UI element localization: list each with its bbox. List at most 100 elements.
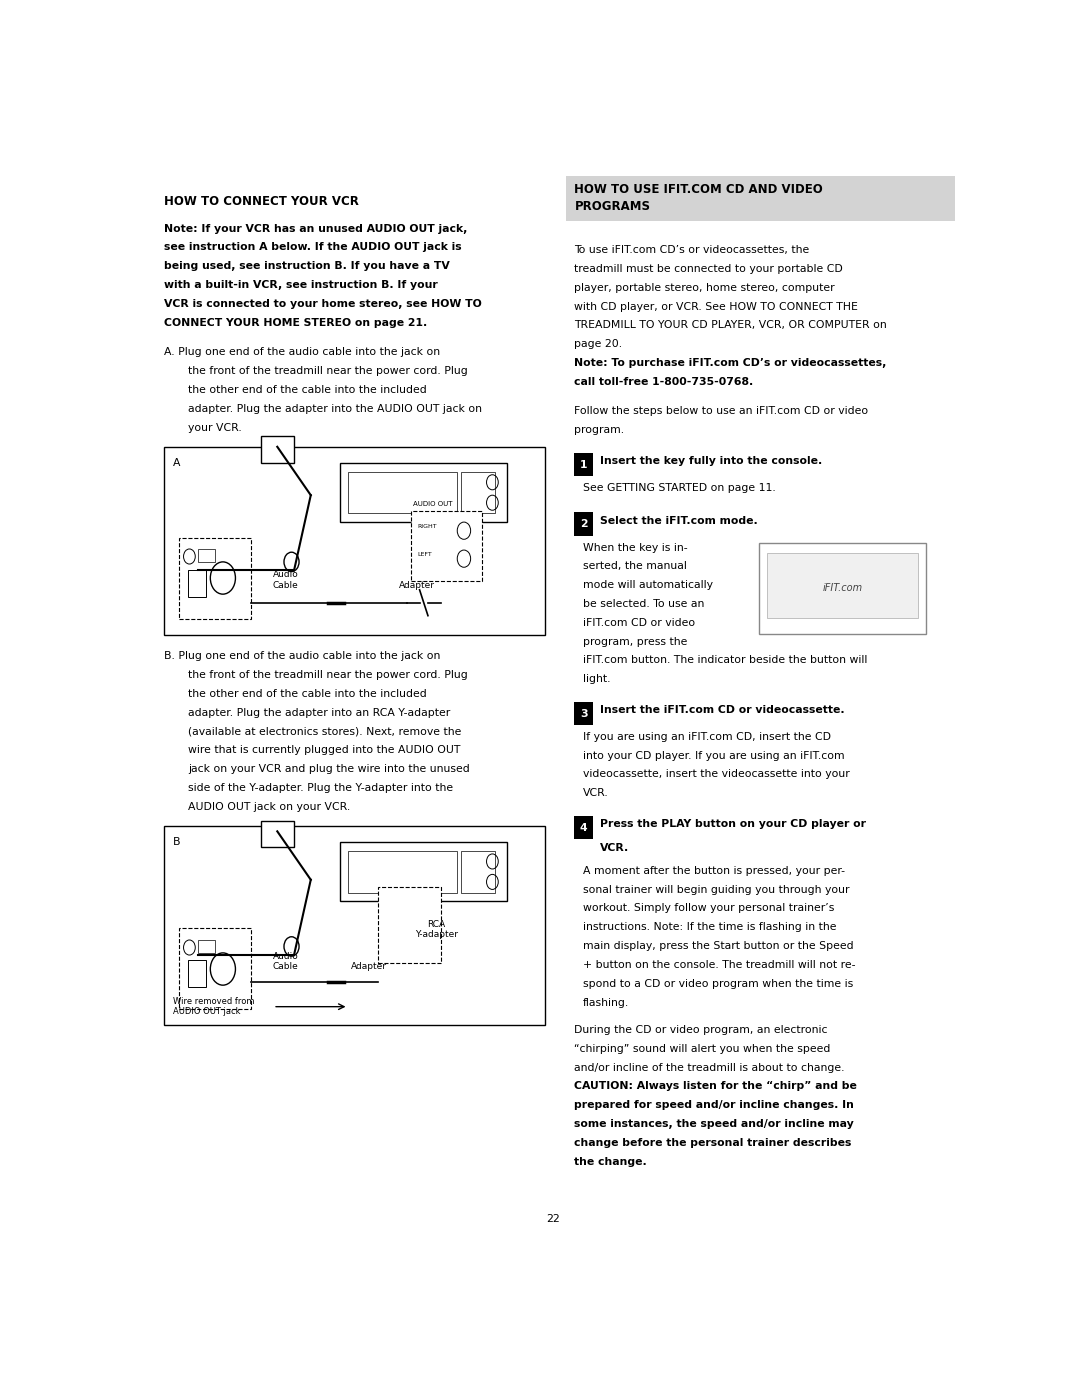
Text: player, portable stereo, home stereo, computer: player, portable stereo, home stereo, co…: [575, 282, 835, 293]
Bar: [575, 701, 593, 725]
Text: adapter. Plug the adapter into an RCA Y-adapter: adapter. Plug the adapter into an RCA Y-…: [188, 708, 450, 718]
Text: main display, press the Start button or the Speed: main display, press the Start button or …: [583, 942, 853, 951]
Text: adapter. Plug the adapter into the AUDIO OUT jack on: adapter. Plug the adapter into the AUDIO…: [188, 404, 482, 414]
Text: See GETTING STARTED on page 11.: See GETTING STARTED on page 11.: [583, 483, 775, 493]
Text: HOW TO USE IFIT.COM CD AND VIDEO
PROGRAMS: HOW TO USE IFIT.COM CD AND VIDEO PROGRAM…: [575, 183, 823, 212]
Text: the other end of the cable into the included: the other end of the cable into the incl…: [188, 386, 427, 395]
Text: 1: 1: [580, 460, 588, 469]
Bar: [575, 816, 593, 840]
Text: page 20.: page 20.: [575, 339, 622, 349]
Text: Press the PLAY button on your CD player or: Press the PLAY button on your CD player …: [599, 819, 865, 828]
Text: (available at electronics stores). Next, remove the: (available at electronics stores). Next,…: [188, 726, 461, 736]
Text: Insert the key fully into the console.: Insert the key fully into the console.: [599, 455, 822, 467]
Text: Audio
Cable: Audio Cable: [273, 570, 298, 590]
Text: A: A: [173, 458, 180, 468]
Text: If you are using an iFIT.com CD, insert the CD: If you are using an iFIT.com CD, insert …: [583, 732, 831, 742]
Text: B. Plug one end of the audio cable into the jack on: B. Plug one end of the audio cable into …: [164, 651, 441, 661]
Text: sonal trainer will begin guiding you through your: sonal trainer will begin guiding you thr…: [583, 884, 849, 894]
Text: mode will automatically: mode will automatically: [583, 580, 713, 590]
Text: videocassette, insert the videocassette into your: videocassette, insert the videocassette …: [583, 770, 850, 780]
Text: Insert the iFIT.com CD or videocassette.: Insert the iFIT.com CD or videocassette.: [599, 705, 845, 715]
Text: A moment after the button is pressed, your per-: A moment after the button is pressed, yo…: [583, 866, 845, 876]
Text: B: B: [173, 837, 180, 847]
Bar: [188, 570, 206, 598]
Text: workout. Simply follow your personal trainer’s: workout. Simply follow your personal tra…: [583, 904, 834, 914]
Bar: [758, 542, 926, 634]
FancyBboxPatch shape: [411, 511, 483, 581]
FancyBboxPatch shape: [378, 887, 441, 963]
Text: VCR.: VCR.: [599, 842, 629, 852]
Bar: [349, 851, 457, 893]
Text: TREADMILL TO YOUR CD PLAYER, VCR, OR COMPUTER on: TREADMILL TO YOUR CD PLAYER, VCR, OR COM…: [575, 320, 887, 330]
Text: iFIT.com: iFIT.com: [822, 583, 862, 594]
Text: 2: 2: [580, 520, 588, 529]
Bar: [566, 176, 956, 222]
Text: see instruction A below. If the AUDIO OUT jack is: see instruction A below. If the AUDIO OU…: [164, 243, 462, 253]
Text: LEFT: LEFT: [417, 552, 432, 557]
Bar: [198, 940, 215, 953]
Text: side of the Y-adapter. Plug the Y-adapter into the: side of the Y-adapter. Plug the Y-adapte…: [188, 782, 453, 793]
Text: prepared for speed and/or incline changes. In: prepared for speed and/or incline change…: [575, 1101, 854, 1111]
Text: VCR is connected to your home stereo, see HOW TO: VCR is connected to your home stereo, se…: [164, 299, 482, 309]
Text: AUDIO OUT: AUDIO OUT: [413, 502, 453, 507]
Text: A. Plug one end of the audio cable into the jack on: A. Plug one end of the audio cable into …: [164, 348, 441, 358]
Text: Adapter: Adapter: [399, 581, 434, 590]
Text: iFIT.com button. The indicator beside the button will: iFIT.com button. The indicator beside th…: [583, 655, 867, 665]
Text: Select the iFIT.com mode.: Select the iFIT.com mode.: [599, 515, 757, 525]
Text: VCR.: VCR.: [583, 788, 608, 798]
Text: “chirping” sound will alert you when the speed: “chirping” sound will alert you when the…: [575, 1044, 831, 1053]
Text: be selected. To use an: be selected. To use an: [583, 599, 704, 609]
Text: spond to a CD or video program when the time is: spond to a CD or video program when the …: [583, 979, 853, 989]
Text: treadmill must be connected to your portable CD: treadmill must be connected to your port…: [575, 264, 843, 274]
Text: with a built-in VCR, see instruction B. If your: with a built-in VCR, see instruction B. …: [164, 279, 438, 291]
Text: jack on your VCR and plug the wire into the unused: jack on your VCR and plug the wire into …: [188, 764, 470, 774]
Text: the front of the treadmill near the power cord. Plug: the front of the treadmill near the powe…: [188, 366, 468, 376]
Text: To use iFIT.com CD’s or videocassettes, the: To use iFIT.com CD’s or videocassettes, …: [575, 244, 810, 256]
Bar: [260, 436, 294, 462]
Text: Follow the steps below to use an iFIT.com CD or video: Follow the steps below to use an iFIT.co…: [575, 407, 868, 416]
Text: Note: To purchase iFIT.com CD’s or videocassettes,: Note: To purchase iFIT.com CD’s or video…: [575, 358, 887, 367]
FancyBboxPatch shape: [179, 928, 251, 1009]
Text: the other end of the cable into the included: the other end of the cable into the incl…: [188, 689, 427, 698]
Text: 3: 3: [580, 708, 588, 718]
Text: change before the personal trainer describes: change before the personal trainer descr…: [575, 1139, 852, 1148]
FancyBboxPatch shape: [179, 538, 251, 619]
Bar: [260, 820, 294, 848]
Text: When the key is in-: When the key is in-: [583, 542, 688, 553]
Text: light.: light.: [583, 675, 610, 685]
Bar: [164, 826, 545, 1025]
Text: instructions. Note: If the time is flashing in the: instructions. Note: If the time is flash…: [583, 922, 836, 932]
Text: CAUTION: Always listen for the “chirp” and be: CAUTION: Always listen for the “chirp” a…: [575, 1081, 858, 1091]
Text: Wire removed from
AUDIO OUT jack: Wire removed from AUDIO OUT jack: [173, 997, 254, 1017]
Bar: [188, 960, 206, 988]
Text: RCA
Y-adapter: RCA Y-adapter: [415, 919, 458, 939]
Text: and/or incline of the treadmill is about to change.: and/or incline of the treadmill is about…: [575, 1063, 845, 1073]
Text: serted, the manual: serted, the manual: [583, 562, 687, 571]
Text: HOW TO CONNECT YOUR VCR: HOW TO CONNECT YOUR VCR: [164, 194, 360, 208]
Text: CONNECT YOUR HOME STEREO on page 21.: CONNECT YOUR HOME STEREO on page 21.: [164, 317, 428, 328]
Text: call toll-free 1-800-735-0768.: call toll-free 1-800-735-0768.: [575, 377, 754, 387]
Text: some instances, the speed and/or incline may: some instances, the speed and/or incline…: [575, 1119, 854, 1129]
Text: Note: If your VCR has an unused AUDIO OUT jack,: Note: If your VCR has an unused AUDIO OU…: [164, 224, 468, 233]
Bar: [340, 842, 508, 901]
Text: with CD player, or VCR. See HOW TO CONNECT THE: with CD player, or VCR. See HOW TO CONNE…: [575, 302, 859, 312]
Text: your VCR.: your VCR.: [188, 422, 242, 433]
Text: program, press the: program, press the: [583, 637, 687, 647]
Text: Adapter: Adapter: [351, 963, 388, 971]
Text: the front of the treadmill near the power cord. Plug: the front of the treadmill near the powe…: [188, 671, 468, 680]
Bar: [575, 513, 593, 536]
Bar: [349, 472, 457, 514]
Text: During the CD or video program, an electronic: During the CD or video program, an elect…: [575, 1025, 828, 1035]
Text: program.: program.: [575, 425, 624, 436]
Text: 22: 22: [546, 1214, 561, 1224]
Text: being used, see instruction B. If you have a TV: being used, see instruction B. If you ha…: [164, 261, 450, 271]
Text: RIGHT: RIGHT: [417, 524, 436, 529]
Bar: [461, 472, 495, 514]
Text: the change.: the change.: [575, 1157, 647, 1166]
Bar: [461, 851, 495, 893]
Text: flashing.: flashing.: [583, 997, 629, 1007]
Text: iFIT.com CD or video: iFIT.com CD or video: [583, 617, 694, 627]
Bar: [767, 553, 918, 617]
Bar: [575, 453, 593, 476]
Text: wire that is currently plugged into the AUDIO OUT: wire that is currently plugged into the …: [188, 745, 460, 756]
